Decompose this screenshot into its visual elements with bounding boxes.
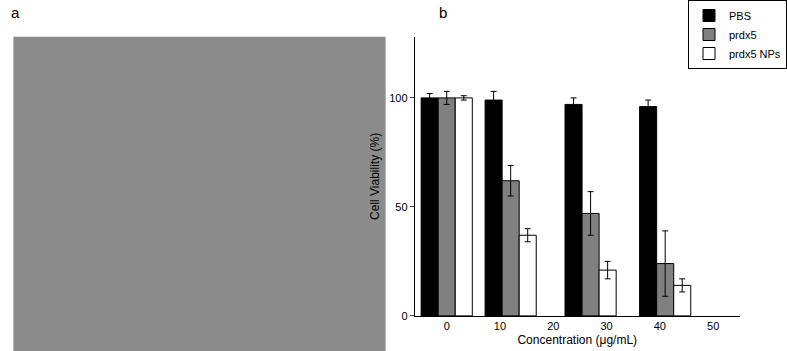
svg-text:b: b [439, 4, 447, 21]
svg-text:Cell Viability (%): Cell Viability (%) [368, 133, 382, 220]
svg-text:40: 40 [654, 320, 666, 332]
svg-text:20: 20 [547, 320, 559, 332]
svg-text:prdx5: prdx5 [729, 29, 757, 41]
svg-text:PBS: PBS [729, 10, 751, 22]
svg-text:50: 50 [395, 201, 407, 213]
svg-text:100: 100 [389, 92, 407, 104]
svg-text:30: 30 [600, 320, 612, 332]
svg-text:10: 10 [494, 320, 506, 332]
svg-text:0: 0 [401, 310, 407, 322]
svg-text:50: 50 [707, 320, 719, 332]
svg-text:a: a [11, 4, 20, 21]
svg-text:Concentration (μg/mL): Concentration (μg/mL) [517, 333, 637, 347]
svg-text:0: 0 [444, 320, 450, 332]
svg-text:prdx5 NPs: prdx5 NPs [729, 48, 781, 60]
